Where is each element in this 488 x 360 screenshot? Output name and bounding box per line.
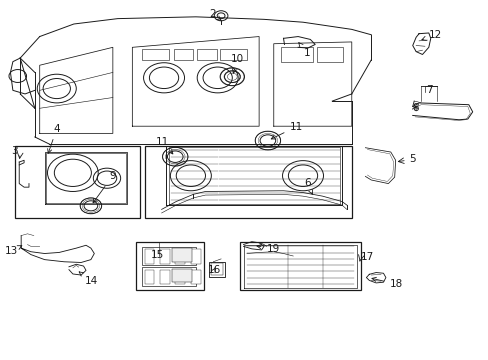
Bar: [209, 262, 224, 277]
Text: 10: 10: [230, 54, 244, 73]
Bar: [281, 46, 312, 62]
Bar: [142, 247, 195, 265]
Text: 3: 3: [11, 146, 18, 156]
Bar: [160, 270, 169, 284]
Text: 1: 1: [298, 42, 310, 58]
Bar: [136, 242, 203, 291]
Bar: [190, 249, 200, 264]
Text: 16: 16: [207, 265, 220, 275]
Text: 11: 11: [271, 122, 302, 139]
Text: 18: 18: [371, 277, 402, 289]
Text: 11: 11: [155, 137, 172, 154]
Text: 14: 14: [79, 272, 98, 286]
Bar: [144, 249, 154, 264]
Bar: [316, 46, 343, 62]
Text: 12: 12: [421, 30, 441, 40]
Text: 15: 15: [151, 249, 164, 260]
Text: 13: 13: [4, 246, 22, 256]
Bar: [144, 270, 154, 284]
Text: 6: 6: [304, 177, 312, 194]
Bar: [172, 248, 191, 262]
Bar: [190, 270, 200, 284]
Bar: [160, 249, 169, 264]
Bar: [175, 270, 185, 284]
Text: 4: 4: [47, 124, 60, 153]
Text: 19: 19: [256, 244, 279, 254]
Text: 17: 17: [360, 252, 373, 262]
Bar: [172, 269, 191, 282]
Text: 8: 8: [411, 103, 418, 113]
Text: 9: 9: [93, 171, 115, 203]
Bar: [239, 242, 360, 291]
Bar: [15, 146, 140, 218]
Bar: [211, 263, 223, 275]
Bar: [142, 267, 195, 286]
Bar: [142, 49, 168, 60]
Text: 5: 5: [408, 154, 415, 164]
Text: 2: 2: [209, 9, 221, 21]
Bar: [144, 146, 351, 218]
Bar: [220, 49, 246, 60]
Bar: [173, 49, 193, 60]
Bar: [175, 249, 185, 264]
Text: 7: 7: [425, 85, 431, 95]
Bar: [197, 49, 216, 60]
